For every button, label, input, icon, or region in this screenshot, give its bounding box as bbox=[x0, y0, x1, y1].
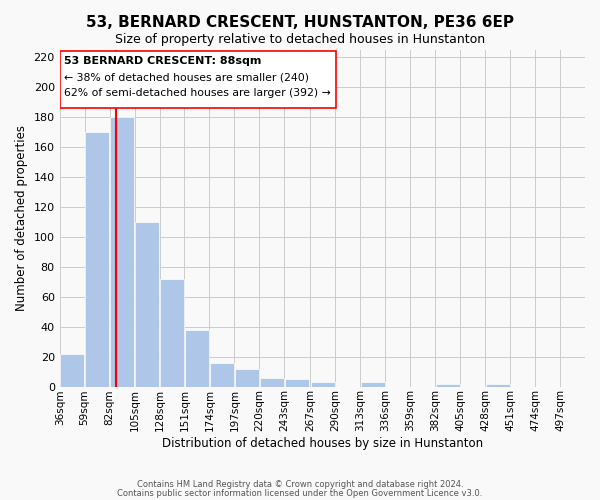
Bar bbox=[110, 118, 134, 386]
Bar bbox=[210, 362, 234, 386]
X-axis label: Distribution of detached houses by size in Hunstanton: Distribution of detached houses by size … bbox=[162, 437, 483, 450]
Bar bbox=[135, 222, 159, 386]
Bar bbox=[260, 378, 284, 386]
Bar bbox=[85, 132, 109, 386]
Y-axis label: Number of detached properties: Number of detached properties bbox=[15, 126, 28, 312]
Bar bbox=[361, 382, 385, 386]
Bar bbox=[60, 354, 84, 386]
Text: ← 38% of detached houses are smaller (240): ← 38% of detached houses are smaller (24… bbox=[64, 72, 309, 82]
Text: 53, BERNARD CRESCENT, HUNSTANTON, PE36 6EP: 53, BERNARD CRESCENT, HUNSTANTON, PE36 6… bbox=[86, 15, 514, 30]
FancyBboxPatch shape bbox=[59, 52, 337, 108]
Text: Contains public sector information licensed under the Open Government Licence v3: Contains public sector information licen… bbox=[118, 488, 482, 498]
Text: 62% of semi-detached houses are larger (392) →: 62% of semi-detached houses are larger (… bbox=[64, 88, 331, 99]
Text: Contains HM Land Registry data © Crown copyright and database right 2024.: Contains HM Land Registry data © Crown c… bbox=[137, 480, 463, 489]
Bar bbox=[235, 368, 259, 386]
Bar bbox=[436, 384, 460, 386]
Bar bbox=[160, 279, 184, 386]
Bar bbox=[185, 330, 209, 386]
Bar bbox=[285, 379, 309, 386]
Text: Size of property relative to detached houses in Hunstanton: Size of property relative to detached ho… bbox=[115, 32, 485, 46]
Bar bbox=[311, 382, 335, 386]
Bar bbox=[485, 384, 509, 386]
Text: 53 BERNARD CRESCENT: 88sqm: 53 BERNARD CRESCENT: 88sqm bbox=[64, 56, 262, 66]
